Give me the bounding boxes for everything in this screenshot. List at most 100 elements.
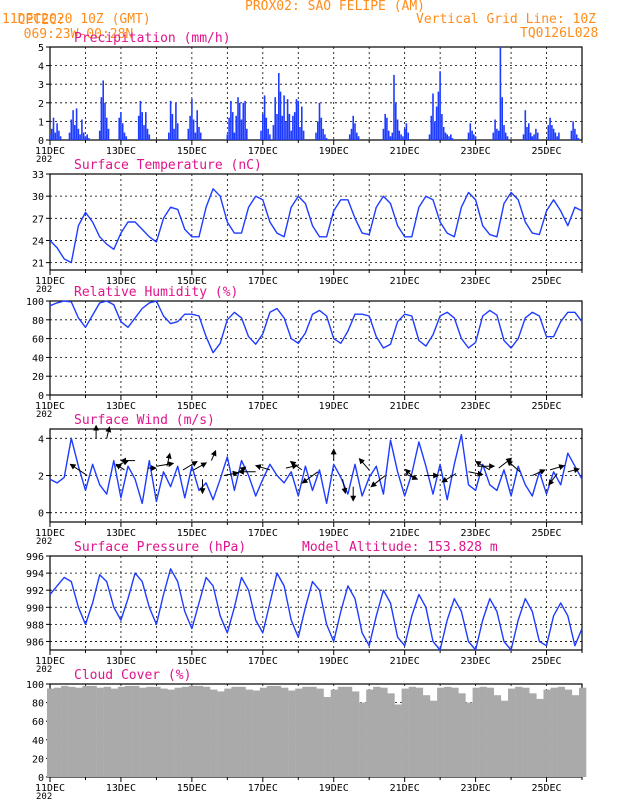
cloud-cover-bar [337,686,346,777]
precip-bar [281,115,284,140]
panel-frame [49,555,583,651]
x-tick-label: 23DEC [461,146,491,157]
panel-frame [49,300,583,396]
precip-bar [100,97,103,140]
precip-bar [49,134,51,140]
y-tick-label: 1 [38,117,44,128]
precip-bar [169,100,172,140]
precip-bar [244,100,246,140]
y-tick-label: 40 [32,353,44,364]
cloud-cover-bar [139,687,147,777]
x-tick-label: 15DEC [177,276,207,287]
wind-vector-arrow [468,470,484,477]
precip-bar [105,117,108,140]
wind-vector-arrow [341,479,348,495]
wind-vector-arrow [210,449,217,461]
cloud-cover-bar [522,687,530,777]
cloud-cover-bar [210,689,218,777]
precip-bar [356,132,358,140]
wind-vector-arrow [567,467,580,474]
precip-bar [451,138,454,140]
precip-bar [283,95,285,140]
precip-bar [68,132,71,140]
rh-title: Relative Humidity (%) [74,285,238,300]
precip-bar [171,114,174,140]
wind-vector-arrow [358,457,370,471]
precip-bar [497,130,500,140]
y-tick-label: 27 [32,214,44,225]
precip-bar [297,100,300,140]
cloud-cover-bar [266,685,275,777]
x-tick-label: 13DEC [106,656,136,667]
x-year-label: 202 [36,665,52,675]
y-tick-label: 40 [32,736,44,747]
cloud-cover-bar [203,686,211,777]
precip-bar [286,99,289,140]
pressure-panel: 986 988 990 992 994 996 11DEC 13DEC 15DEC 17DEC 19… [26,540,583,675]
precip-bar [348,134,351,140]
x-tick-label: 13DEC [106,276,136,287]
cloud-cover-bar [309,686,317,777]
precip-bar [556,136,558,140]
precip-bar [504,132,507,140]
precip-bar [526,127,528,140]
precip-bar [407,132,409,140]
cloud-cover-bar [54,687,62,777]
cloud-cover-bar [536,698,544,777]
x-year-label: 202 [36,285,52,295]
wind-vector-arrow [156,461,175,468]
precip-bar [242,102,245,140]
y-tick-label: 992 [26,586,44,597]
precip-bar [350,128,353,140]
precip-bar [384,114,386,140]
x-tick-label: 17DEC [248,146,278,157]
x-year-label: 202 [36,155,52,165]
x-tick-label: 25DEC [531,528,561,539]
precip-bar [79,134,81,140]
wind-vector-arrow [69,463,88,476]
wind-vector-arrow [498,457,513,469]
x-tick-label: 21DEC [390,656,420,667]
cloud-cover-bar [430,700,438,777]
y-tick-label: 100 [26,680,44,691]
precip-bar [276,114,278,140]
cloud-cover-bar [117,686,126,777]
y-tick-label: 80 [32,699,44,710]
cloud-cover-bar [245,689,253,777]
precip-bar [98,130,101,140]
precip-panel: 0 1 2 3 4 5 11DEC 13DEC 15DEC 17DEC 19DEC 21DEC 23DE… [35,31,583,165]
wind-vector-arrow [115,463,125,471]
precip-bar [74,125,76,140]
precip-bar [70,119,73,140]
wind-vector-arrow [548,473,558,486]
cloud-cover-bar [132,685,140,777]
wind-vector-arrow [370,475,386,488]
cloud-cover-bar [444,686,452,777]
precip-bar [77,128,80,140]
precip-bar [299,127,301,140]
precip-bar [320,117,323,140]
x-tick-label: 11DEC [35,528,65,539]
x-tick-label: 11DEC [35,276,65,287]
precip-bar [393,74,395,140]
cloud-cover-bar [89,685,97,777]
cloud-cover-bar [231,686,239,777]
y-tick-label: 21 [32,259,44,270]
x-tick-label: 25DEC [531,146,561,157]
precip-bar [233,132,236,140]
precip-bar [448,136,450,140]
precip-bar [88,138,90,140]
precip-bar [499,47,502,140]
precip-bar [240,119,243,140]
y-tick-label: 5 [38,43,44,54]
precip-bar [189,115,191,140]
y-tick-label: 994 [26,569,44,580]
cloud-cover-bar [408,686,416,777]
rh-panel: 0 20 40 60 80 100 11DEC 13DEC 15DEC 17DEC 19DEC 21D… [26,285,583,420]
precip-bar [118,117,120,140]
precip-bar [402,136,404,140]
precip-bar [231,112,234,140]
precip-bar [501,97,503,140]
cloud-cover-bar [493,695,502,777]
precip-bar [552,128,555,140]
